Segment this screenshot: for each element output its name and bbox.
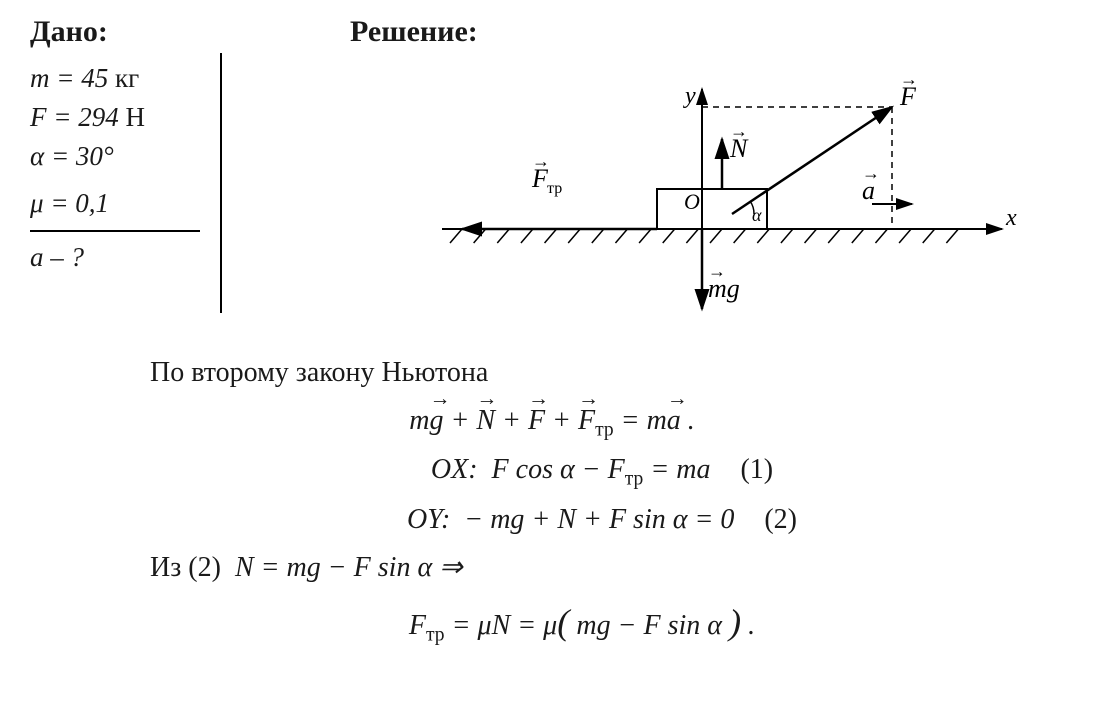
eq-from2: Из (2) N = mg − F sin α ⇒ <box>150 544 1074 592</box>
svg-text:→: → <box>532 151 550 171</box>
svg-text:x: x <box>1005 205 1017 231</box>
eq-ox: OX: F cos α − Fтр = ma (1) <box>150 446 1074 496</box>
given-find: a – ? <box>30 238 200 277</box>
given-separator <box>30 230 200 232</box>
svg-text:y: y <box>683 83 696 109</box>
force-diagram: F→N→mg→F→трa→Oαxy <box>350 59 1074 319</box>
eq1-num: (1) <box>740 446 773 494</box>
given-line-m: m = 45 кг <box>30 59 200 98</box>
given-block: Дано: m = 45 кг F = 294 Н α = 30° μ = 0,… <box>30 15 310 313</box>
given-vertical-divider <box>220 53 222 313</box>
given-line-alpha: α = 30° <box>30 137 200 176</box>
eq-main: mg + N + F + Fтр = ma . <box>150 397 1074 447</box>
svg-text:O: O <box>684 189 700 214</box>
given-line-mu: μ = 0,1 <box>30 184 200 223</box>
given-heading: Дано: <box>30 15 310 49</box>
eq2-num: (2) <box>764 496 797 544</box>
svg-text:→: → <box>730 121 748 141</box>
eq-ftr: Fтр = μN = μ( mg − F sin α ) . <box>150 592 1074 654</box>
svg-text:→: → <box>708 261 726 281</box>
svg-text:тр: тр <box>547 180 562 197</box>
equations-block: По второму закону Ньютона mg + N + F + F… <box>30 349 1074 653</box>
given-line-F: F = 294 Н <box>30 98 200 137</box>
svg-text:α: α <box>752 205 762 225</box>
solution-block: Решение: F→N→mg→F→трa→Oαxy <box>310 15 1074 319</box>
given-values: m = 45 кг F = 294 Н α = 30° μ = 0,1 a – … <box>30 59 220 313</box>
eq-oy: OY: − mg + N + F sin α = 0 (2) <box>150 496 1074 544</box>
svg-text:→: → <box>862 163 880 183</box>
svg-text:→: → <box>900 69 918 89</box>
solution-heading: Решение: <box>350 15 1074 49</box>
eq-intro: По второму закону Ньютона <box>150 349 1074 397</box>
diagram-svg: F→N→mg→F→трa→Oαxy <box>402 59 1022 319</box>
